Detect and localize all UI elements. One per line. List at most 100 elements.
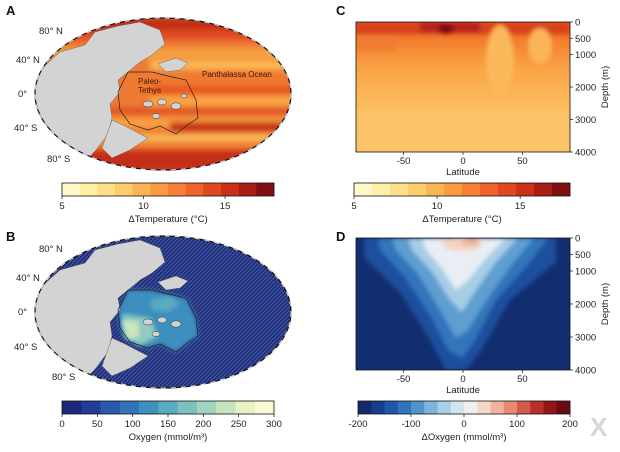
colorbar-swatch	[203, 183, 222, 196]
colorbar-tick-label: 0	[59, 419, 64, 430]
colorbar-swatch	[490, 401, 505, 414]
y-tick-label: 4000	[575, 366, 596, 377]
colorbar-swatch	[119, 401, 140, 414]
colorbar-swatch	[426, 183, 445, 196]
y-tick-label: 2000	[575, 83, 596, 94]
panel-c-section	[356, 22, 570, 152]
colorbar-swatch	[543, 401, 558, 414]
colorbar-swatch	[216, 401, 236, 414]
x-axis-label: Latitude	[446, 167, 480, 178]
colorbar-tick-label: 200	[195, 419, 211, 430]
colorbar-tick-label: 250	[231, 419, 247, 430]
panel-c-letter: C	[336, 3, 346, 18]
y-tick-label: 1000	[575, 267, 596, 278]
lat-0-b: 0°	[18, 307, 27, 318]
panel-d-letter: D	[336, 229, 345, 244]
y-tick-label: 4000	[575, 148, 596, 159]
colorbar-tick-label: 15	[515, 201, 526, 212]
colorbar-swatch	[100, 401, 121, 414]
panel-b-letter: B	[6, 229, 15, 244]
x-tick-label: 50	[517, 156, 528, 167]
y-tick-label: 500	[575, 250, 591, 261]
colorbar-swatch	[498, 183, 517, 196]
x-tick-label: 50	[517, 374, 528, 385]
lat-40n-b: 40° N	[16, 273, 40, 284]
colorbar-tick-label: 10	[432, 201, 443, 212]
lat-40s-b: 40° S	[14, 342, 37, 353]
panel-a-map: Paleo- Tethys Panthalassa Ocean	[35, 18, 291, 170]
colorbar-swatch	[185, 183, 204, 196]
colorbar-swatch	[411, 401, 425, 414]
paleo-label: Paleo-	[138, 77, 161, 86]
colorbar-label: ΔOxygen (mmol/m³)	[422, 432, 507, 443]
lat-80n-b: 80° N	[39, 244, 63, 255]
colorbar-label: ΔTemperature (°C)	[128, 214, 207, 225]
colorbar-tick-label: 100	[125, 419, 141, 430]
colorbar-swatch	[552, 183, 571, 196]
colorbar-tick-label: 100	[509, 419, 525, 430]
y-tick-label: 2000	[575, 300, 596, 311]
y-axis-label: Depth (m)	[600, 283, 611, 325]
panel-c: C -50 0 50Latitude05001000200030004000Dept…	[336, 3, 611, 225]
colorbar-swatch	[358, 401, 372, 414]
x-tick-label: -50	[397, 374, 411, 385]
colorbar-swatch	[254, 401, 275, 414]
colorbar-swatch	[503, 401, 518, 414]
colorbar-swatch	[158, 401, 178, 414]
colorbar-b: 0 50 100 150 200 250 300 Oxygen (mmol/m³)	[59, 400, 282, 443]
colorbar-swatch	[221, 183, 239, 196]
lat-0-a: 0°	[18, 89, 27, 100]
colorbar-label: Oxygen (mmol/m³)	[129, 432, 208, 443]
colorbar-swatch	[477, 401, 491, 414]
colorbar-swatch	[424, 401, 438, 414]
colorbar-tick-label: 0	[461, 419, 466, 430]
colorbar-swatch	[97, 183, 116, 196]
y-tick-label: 500	[575, 34, 591, 45]
colorbar-swatch	[168, 183, 186, 196]
colorbar-tick-label: 200	[562, 419, 578, 430]
colorbar-swatch	[354, 183, 373, 196]
colorbar-swatch	[517, 401, 531, 414]
colorbar-swatch	[462, 183, 481, 196]
colorbar-swatch	[115, 183, 133, 196]
colorbar-tick-label: 150	[160, 419, 176, 430]
colorbar-d: -200 -100 0 100 200 ΔOxygen (mmol/m³)	[348, 400, 578, 443]
colorbar-label: ΔTemperature (°C)	[422, 214, 501, 225]
colorbar-tick-label: -200	[348, 419, 367, 430]
panel-d: D -50 0 50Latitude05001000200030004000Dept…	[336, 229, 611, 443]
colorbar-swatch	[480, 183, 499, 196]
colorbar-swatch	[397, 401, 412, 414]
panthalassa-label: Panthalassa Ocean	[202, 70, 272, 79]
colorbar-swatch	[450, 401, 465, 414]
colorbar-swatch	[196, 401, 217, 414]
colorbar-swatch	[372, 183, 391, 196]
panel-a-lat-labels: 80° N 40° N 0° 40° S 80° S	[14, 26, 70, 165]
y-tick-label: 1000	[575, 50, 596, 61]
colorbar-swatch	[384, 401, 399, 414]
tethys-label: Tethys	[138, 86, 161, 95]
colorbar-tick-label: 50	[92, 419, 103, 430]
y-tick-label: 0	[575, 234, 580, 245]
panel-d-section	[356, 238, 570, 370]
colorbar-swatch	[132, 183, 151, 196]
colorbar-swatch	[371, 401, 385, 414]
y-tick-label: 0	[575, 18, 580, 29]
watermark: X	[590, 412, 608, 442]
colorbar-swatch	[408, 183, 427, 196]
x-tick-label: 0	[460, 374, 465, 385]
colorbar-frame	[61, 182, 275, 197]
colorbar-swatch	[256, 183, 275, 196]
colorbar-swatch	[79, 183, 98, 196]
colorbar-swatch	[81, 401, 101, 414]
panel-b: B 80° N 40° N 0°	[6, 229, 292, 443]
colorbar-swatch	[530, 401, 544, 414]
panel-b-map	[35, 236, 291, 388]
panel-d-axes: -50 0 50Latitude05001000200030004000Depth …	[397, 234, 611, 397]
colorbar-a: 5 10 15 ΔTemperature (°C)	[59, 182, 275, 225]
panel-a-letter: A	[6, 3, 16, 18]
panel-c-axes: -50 0 50Latitude05001000200030004000Depth …	[397, 18, 611, 179]
colorbar-swatch	[62, 183, 80, 196]
lat-40s-a: 40° S	[14, 123, 37, 134]
colorbar-swatch	[150, 183, 169, 196]
